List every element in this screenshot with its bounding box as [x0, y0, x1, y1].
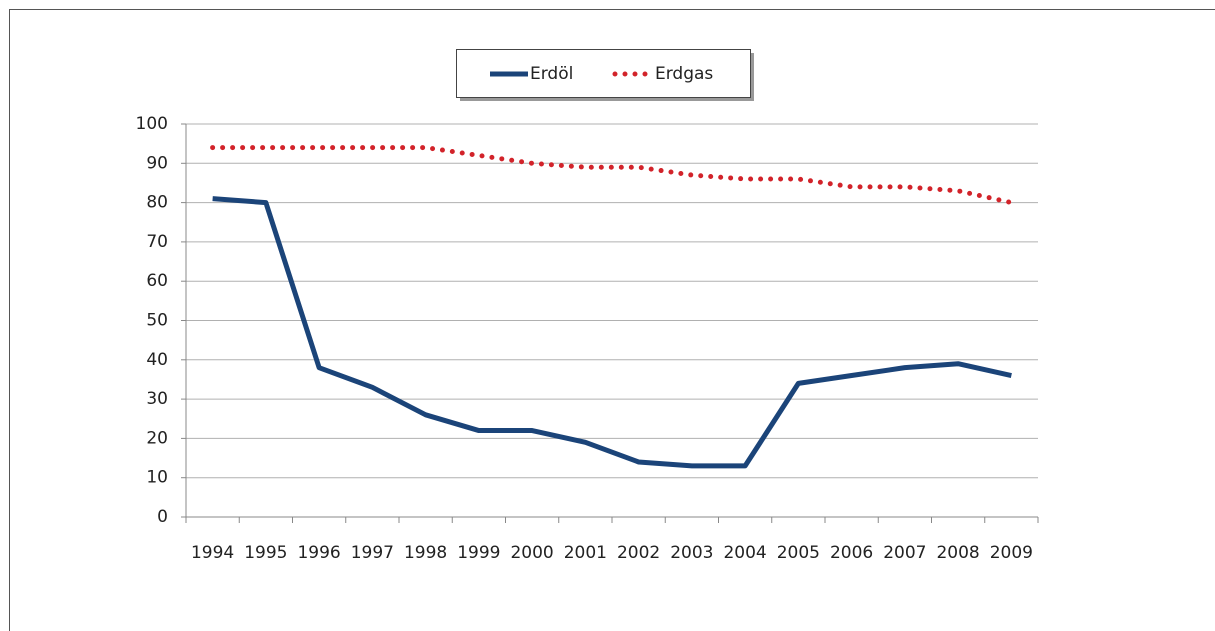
x-tick-label: 2003 [670, 543, 713, 563]
x-tick-label: 2000 [510, 543, 553, 563]
series-line [212, 196, 1012, 469]
y-tick-label: 0 [157, 507, 168, 527]
y-tick-label: 70 [146, 232, 168, 252]
legend-label: Erdgas [655, 64, 713, 84]
y-tick-label: 100 [136, 114, 168, 134]
x-tick-label: 1999 [457, 543, 500, 563]
y-tick-label: 60 [146, 271, 168, 291]
legend-label: Erdöl [530, 64, 573, 84]
y-tick-label: 10 [146, 468, 168, 488]
y-tick-label: 90 [146, 153, 168, 173]
x-tick-label: 2008 [936, 543, 979, 563]
x-tick-label: 1998 [404, 543, 447, 563]
x-tick-label: 2007 [883, 543, 926, 563]
series-line [210, 145, 1014, 206]
y-tick-label: 20 [146, 428, 168, 448]
y-tick-label: 40 [146, 350, 168, 370]
x-tick-label: 1995 [244, 543, 287, 563]
y-tick-label: 80 [146, 193, 168, 213]
y-tick-label: 30 [146, 389, 168, 409]
x-tick-label: 2005 [777, 543, 820, 563]
x-tick-label: 1996 [297, 543, 340, 563]
x-tick-label: 1994 [191, 543, 234, 563]
x-tick-label: 2001 [564, 543, 607, 563]
x-tick-label: 2006 [830, 543, 873, 563]
y-tick-label: 50 [146, 311, 168, 331]
x-tick-label: 2004 [723, 543, 766, 563]
x-tick-label: 1997 [351, 543, 394, 563]
x-tick-label: 2002 [617, 543, 660, 563]
x-tick-label: 2009 [990, 543, 1033, 563]
